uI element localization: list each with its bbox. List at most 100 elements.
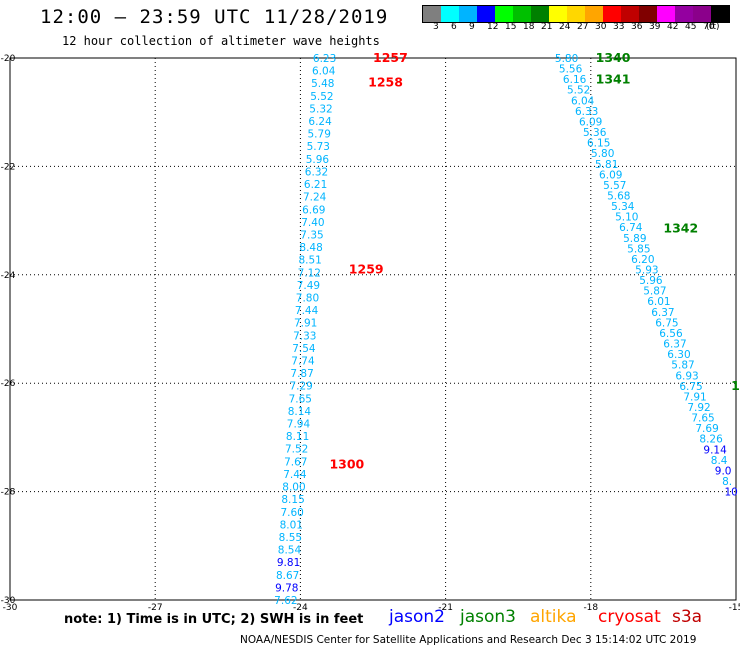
pass-time-label: 1259 <box>349 261 384 276</box>
x-tick-label: -21 <box>438 603 453 613</box>
wave-height-value: 7.74 <box>291 356 315 368</box>
legend-label: 42 <box>667 22 679 32</box>
wave-height-value: 5.80 <box>555 53 578 65</box>
legend-swatch <box>423 6 441 22</box>
legend-label: 24 <box>559 22 571 32</box>
wave-height-value: 5.73 <box>307 141 330 153</box>
wave-height-value: 8. <box>722 476 732 488</box>
footnote: note: 1) Time is in UTC; 2) SWH is in fe… <box>64 612 364 627</box>
wave-height-value: 6.37 <box>651 307 674 319</box>
wave-height-value: 7.62 <box>274 595 297 607</box>
wave-height-value: 5.80 <box>591 148 614 160</box>
wave-height-value: 8.4 <box>711 455 728 467</box>
wave-height-value: 5.36 <box>583 127 607 139</box>
wave-height-value: 6.09 <box>599 169 622 181</box>
wave-height-value: 8.01 <box>280 519 303 531</box>
legend-label: 39 <box>649 22 661 32</box>
legend-label: 12 <box>487 22 499 32</box>
legend-label: 36 <box>631 22 643 32</box>
wave-height-value: 6.09 <box>579 116 602 128</box>
y-tick-label: -26 <box>1 379 16 389</box>
wave-height-value: 9.0 <box>715 465 732 477</box>
satellite-legend-altika: altika <box>530 607 577 627</box>
wave-height-value: 6.15 <box>587 138 610 150</box>
wave-height-value: 8.11 <box>286 431 309 443</box>
y-tick-label: -20 <box>1 54 16 64</box>
legend-swatch <box>513 6 531 22</box>
legend-label: (ft) <box>706 22 720 32</box>
wave-height-value: 7.87 <box>290 368 313 380</box>
wave-height-value: 7.40 <box>301 217 324 229</box>
wave-height-value: 6.24 <box>308 116 332 128</box>
wave-height-value: 5.96 <box>306 154 330 166</box>
wave-height-value: 6.30 <box>667 349 690 361</box>
wave-height-value: 5.81 <box>595 159 618 171</box>
wave-height-value: 8.15 <box>281 494 304 506</box>
legend-swatch <box>549 6 567 22</box>
wave-height-value: 6.37 <box>663 339 686 351</box>
legend-swatch <box>693 6 711 22</box>
wave-height-value: 7.65 <box>691 413 714 425</box>
legend-label: 45 <box>685 22 697 32</box>
legend-label: 18 <box>523 22 535 32</box>
wave-height-value: 5.89 <box>623 233 646 245</box>
legend-label: 3 <box>433 22 439 32</box>
wave-height-value: 5.68 <box>607 190 630 202</box>
wave-height-value: 6.56 <box>659 328 683 340</box>
y-tick-label: -22 <box>1 162 16 172</box>
wave-height-value: 7.94 <box>287 419 311 431</box>
wave-height-value: 8.48 <box>299 242 322 254</box>
legend-swatch <box>567 6 585 22</box>
wave-height-value: 7.44 <box>283 469 307 481</box>
legend-label: 70 <box>703 22 715 32</box>
pass-time-label: 1341 <box>596 72 631 87</box>
wave-height-value: 6.93 <box>675 370 698 382</box>
wave-height-value: 6.04 <box>571 95 595 107</box>
wave-height-value: 8.00 <box>282 482 305 494</box>
wave-height-value: 6.33 <box>575 106 598 118</box>
wave-height-value: 7.60 <box>280 507 303 519</box>
x-tick-label: -27 <box>148 603 163 613</box>
pass-time-label: 1300 <box>329 457 364 472</box>
wave-height-value: 5.85 <box>627 243 650 255</box>
wave-height-value: 7.35 <box>300 229 323 241</box>
wave-height-value: 6.75 <box>655 317 678 329</box>
wave-height-value: 5.56 <box>559 64 583 76</box>
wave-height-value: 5.96 <box>639 275 663 287</box>
wave-height-value: 7.69 <box>695 423 718 435</box>
x-tick-label: -30 <box>3 603 18 613</box>
wave-height-value: 5.93 <box>635 265 658 277</box>
wave-height-value: 6.23 <box>313 53 336 65</box>
y-tick-label: -30 <box>1 596 16 606</box>
wave-height-value: 7.67 <box>284 456 307 468</box>
legend-label: 9 <box>469 22 475 32</box>
wave-height-value: 8.51 <box>298 255 321 267</box>
satellite-legend-jason3: jason3 <box>460 607 516 627</box>
chart-title: 12:00 – 23:59 UTC 11/28/2019 <box>40 6 389 28</box>
wave-height-value: 6.32 <box>305 166 328 178</box>
legend-swatch <box>657 6 675 22</box>
legend-label: 21 <box>541 22 553 32</box>
color-legend-bar <box>422 5 730 23</box>
wave-height-value: 5.79 <box>308 129 331 141</box>
wave-height-value: 6.01 <box>647 296 670 308</box>
legend-swatch <box>711 6 729 22</box>
legend-label: 15 <box>505 22 517 32</box>
legend-label: 6 <box>451 22 457 32</box>
legend-swatch <box>477 6 495 22</box>
wave-height-value: 5.34 <box>611 201 635 213</box>
y-tick-label: -28 <box>1 488 16 498</box>
wave-height-value: 5.10 <box>615 212 638 224</box>
pass-time-label: 1342 <box>663 221 698 236</box>
legend-swatch <box>621 6 639 22</box>
wave-height-value: 7.24 <box>303 192 327 204</box>
legend-label: 33 <box>613 22 625 32</box>
satellite-legend-cryosat: cryosat <box>598 607 661 627</box>
wave-height-value: 6.20 <box>631 254 654 266</box>
wave-height-value: 6.21 <box>304 179 327 191</box>
legend-label: 30 <box>595 22 607 32</box>
wave-height-value: 6.75 <box>679 381 702 393</box>
wave-height-value: 9.14 <box>703 444 727 456</box>
legend-swatch <box>459 6 477 22</box>
